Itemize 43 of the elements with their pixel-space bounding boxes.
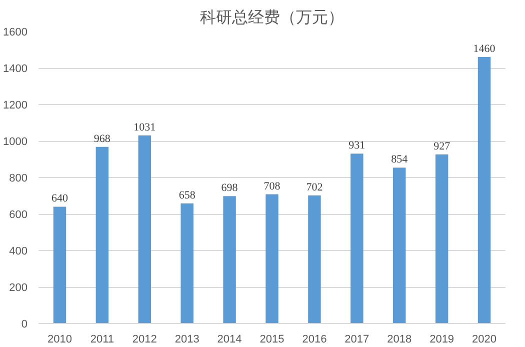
data-label: 931	[348, 140, 366, 152]
chart-title: 科研总经费（万元）	[200, 8, 344, 26]
bar	[478, 57, 491, 324]
x-tick-label: 2015	[260, 334, 284, 346]
data-label: 968	[94, 132, 111, 145]
bar	[53, 206, 66, 324]
y-tick-label: 200	[9, 282, 28, 294]
data-label: 702	[306, 181, 323, 194]
y-tick-label: 400	[9, 246, 28, 258]
y-tick-label: 600	[9, 209, 28, 221]
y-tick-label: 1600	[3, 26, 28, 38]
bar	[350, 154, 364, 324]
data-label: 698	[221, 182, 238, 194]
x-tick-label: 2017	[344, 334, 370, 346]
bar	[96, 146, 109, 324]
x-tick-label: 2011	[90, 334, 114, 346]
data-label: 708	[264, 180, 281, 192]
x-tick-label: 2012	[132, 334, 157, 346]
data-label: 1031	[134, 121, 156, 134]
y-tick-label: 0	[21, 318, 28, 330]
bar	[180, 203, 194, 324]
y-tick-label: 1400	[3, 63, 28, 75]
bar	[223, 196, 236, 324]
x-tick-label: 2019	[430, 334, 454, 346]
x-tick-label: 2020	[472, 334, 497, 346]
data-label: 854	[391, 154, 408, 166]
x-tick-label: 2016	[302, 334, 327, 346]
bar	[138, 135, 152, 324]
data-label: 658	[178, 189, 196, 202]
x-tick-label: 2014	[217, 334, 242, 346]
bar	[308, 195, 321, 324]
bar	[435, 154, 448, 324]
data-label: 640	[51, 192, 68, 205]
data-label: 927	[434, 140, 451, 152]
bar	[266, 194, 278, 324]
x-tick-label: 2018	[387, 334, 412, 346]
x-tick-label: 2013	[174, 334, 200, 346]
y-tick-label: 800	[9, 172, 28, 184]
data-label: 1460	[473, 43, 496, 56]
bar	[392, 168, 406, 324]
x-tick-label: 2010	[47, 334, 72, 346]
y-tick-label: 1200	[3, 100, 28, 112]
y-tick-label: 1000	[3, 136, 28, 148]
